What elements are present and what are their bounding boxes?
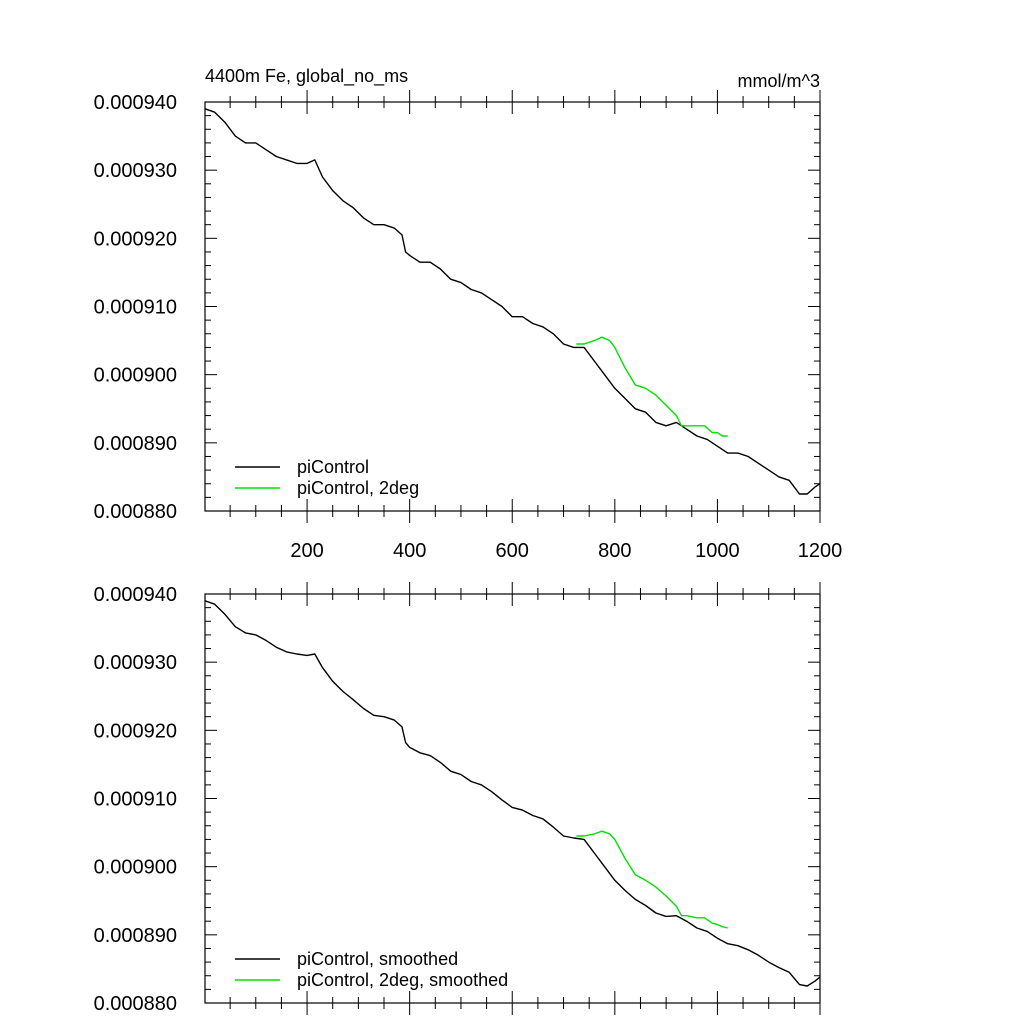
x-tick-label: 600 [496,540,529,562]
y-tick-label: 0.000930 [94,652,177,674]
legend-label: piControl, 2deg, smoothed [297,970,508,990]
y-tick-label: 0.000880 [94,501,177,523]
y-tick-label: 0.000930 [94,160,177,182]
series-line-2 [576,830,728,929]
x-tick-label: 1000 [695,540,740,562]
y-tick-label: 0.000910 [94,297,177,319]
y-tick-label: 0.000910 [94,789,177,811]
y-tick-label: 0.000890 [94,925,177,947]
y-tick-label: 0.000880 [94,993,177,1015]
plot-frame [204,593,821,1004]
x-tick-label: 800 [598,540,631,562]
y-tick-label: 0.000940 [94,92,177,114]
x-tick-label: 400 [393,540,426,562]
y-tick-label: 0.000940 [94,584,177,606]
legend-label: piControl, 2deg [297,478,419,498]
chart-title: 4400m Fe, global_no_ms [205,66,408,87]
plot-panel-1: 0.000880 0.000890 0.000900 0.000910 0.000920… [94,66,843,562]
plot-panel-2: 0.000880 0.000890 0.000900 0.000910 0.000920… [94,582,821,1015]
y-tick-label: 0.000920 [94,720,177,742]
y-tick-label: 0.000900 [94,365,177,387]
y-tick-label: 0.000890 [94,433,177,455]
series-line-1 [204,600,821,987]
units-label: mmol/m^3 [738,71,820,91]
y-tick-label: 0.000920 [94,228,177,250]
x-tick-label: 200 [290,540,323,562]
x-tick-label: 1200 [798,540,843,562]
legend-label: piControl, smoothed [297,949,458,969]
series-line-1 [204,108,821,495]
series-line-2 [576,336,728,437]
legend-label: piControl [297,457,369,477]
y-tick-label: 0.000900 [94,857,177,879]
